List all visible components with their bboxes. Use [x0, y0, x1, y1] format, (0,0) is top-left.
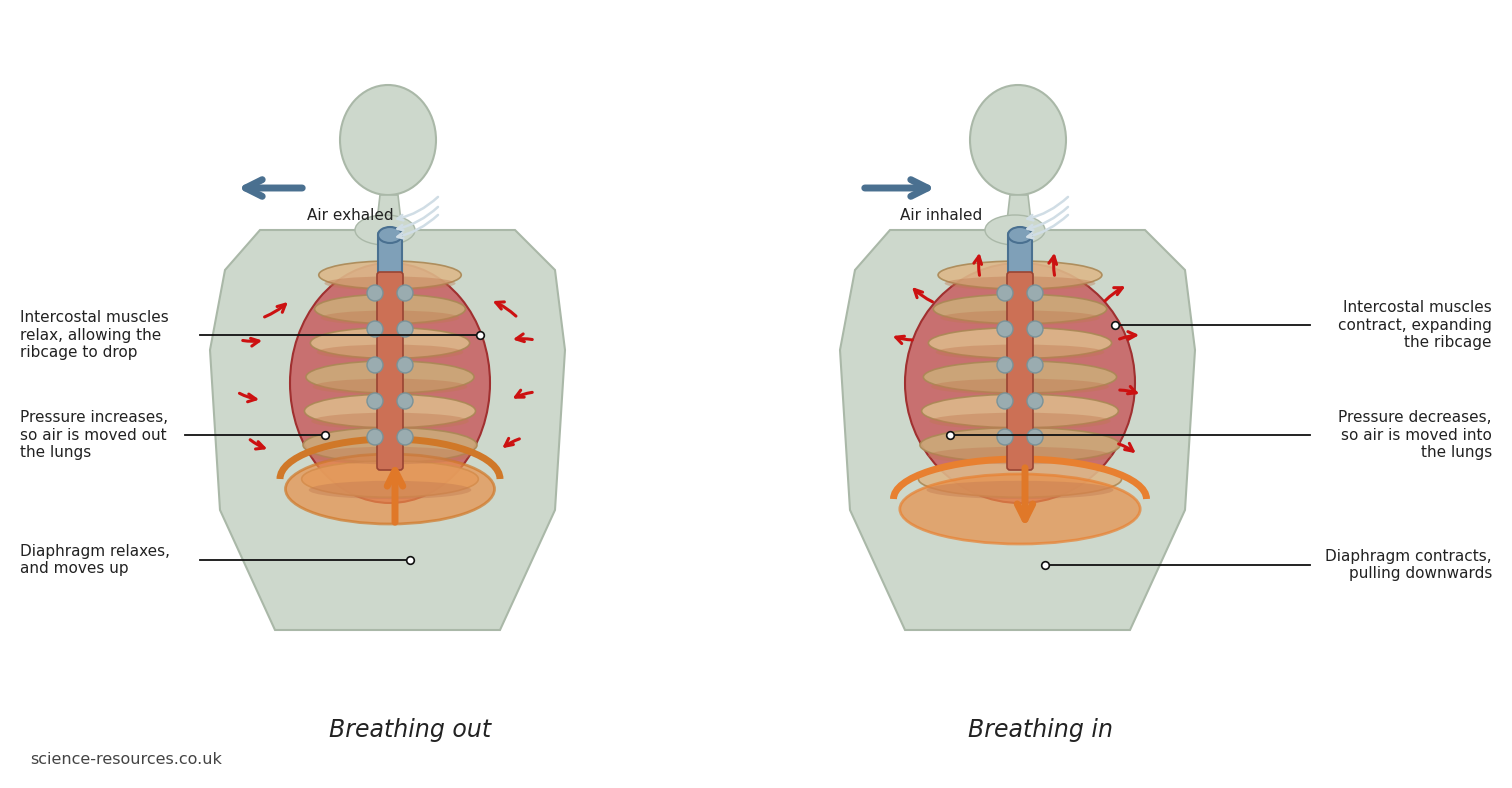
Ellipse shape	[340, 85, 435, 195]
Ellipse shape	[367, 429, 383, 445]
Ellipse shape	[918, 461, 1122, 497]
Ellipse shape	[398, 393, 413, 409]
Ellipse shape	[304, 394, 476, 428]
Ellipse shape	[367, 285, 383, 301]
Ellipse shape	[940, 310, 1099, 325]
Ellipse shape	[398, 321, 413, 337]
Ellipse shape	[367, 357, 383, 373]
Ellipse shape	[971, 85, 1066, 195]
Ellipse shape	[367, 321, 383, 337]
Ellipse shape	[311, 413, 469, 429]
Ellipse shape	[927, 481, 1113, 499]
Ellipse shape	[924, 361, 1116, 393]
FancyBboxPatch shape	[1009, 231, 1033, 339]
Ellipse shape	[1027, 357, 1043, 373]
Ellipse shape	[308, 481, 472, 499]
Ellipse shape	[398, 285, 413, 301]
Ellipse shape	[398, 429, 413, 445]
Text: Diaphragm relaxes,
and moves up: Diaphragm relaxes, and moves up	[20, 544, 169, 576]
Ellipse shape	[936, 344, 1104, 360]
Ellipse shape	[996, 321, 1013, 337]
Ellipse shape	[996, 357, 1013, 373]
Ellipse shape	[316, 344, 463, 360]
Ellipse shape	[355, 215, 414, 245]
Polygon shape	[376, 195, 402, 230]
Ellipse shape	[933, 294, 1107, 324]
Text: Intercostal muscles
contract, expanding
the ribcage: Intercostal muscles contract, expanding …	[1338, 300, 1492, 350]
Ellipse shape	[996, 429, 1013, 445]
Polygon shape	[1005, 195, 1033, 230]
Ellipse shape	[319, 261, 461, 289]
FancyBboxPatch shape	[376, 272, 404, 470]
Text: Breathing in: Breathing in	[968, 718, 1113, 742]
Ellipse shape	[1027, 285, 1043, 301]
Ellipse shape	[930, 413, 1110, 429]
Text: science-resources.co.uk: science-resources.co.uk	[30, 753, 222, 768]
Text: Intercostal muscles
relax, allowing the
ribcage to drop: Intercostal muscles relax, allowing the …	[20, 310, 169, 360]
Ellipse shape	[325, 277, 455, 291]
Text: Pressure decreases,
so air is moved into
the lungs: Pressure decreases, so air is moved into…	[1338, 410, 1492, 460]
Ellipse shape	[305, 361, 473, 393]
Polygon shape	[841, 230, 1194, 630]
Text: Pressure increases,
so air is moved out
the lungs: Pressure increases, so air is moved out …	[20, 410, 168, 460]
Ellipse shape	[313, 378, 467, 395]
Ellipse shape	[398, 357, 413, 373]
Text: Air exhaled: Air exhaled	[307, 207, 393, 222]
Ellipse shape	[321, 310, 460, 325]
Ellipse shape	[937, 261, 1102, 289]
Ellipse shape	[919, 428, 1120, 463]
Ellipse shape	[290, 263, 490, 503]
Ellipse shape	[367, 393, 383, 409]
Ellipse shape	[314, 294, 466, 324]
Ellipse shape	[928, 447, 1111, 464]
Ellipse shape	[931, 378, 1108, 395]
Ellipse shape	[378, 227, 402, 243]
Ellipse shape	[945, 277, 1095, 291]
FancyBboxPatch shape	[1007, 272, 1033, 470]
Ellipse shape	[302, 461, 478, 497]
Text: Air inhaled: Air inhaled	[900, 207, 983, 222]
Polygon shape	[210, 230, 565, 630]
Ellipse shape	[286, 454, 494, 524]
Ellipse shape	[302, 428, 476, 463]
Ellipse shape	[1027, 321, 1043, 337]
Ellipse shape	[996, 285, 1013, 301]
Ellipse shape	[1009, 227, 1033, 243]
Ellipse shape	[922, 394, 1119, 428]
Ellipse shape	[310, 447, 470, 464]
Ellipse shape	[928, 328, 1111, 359]
FancyBboxPatch shape	[378, 231, 402, 339]
Ellipse shape	[1027, 429, 1043, 445]
Text: Breathing out: Breathing out	[330, 718, 491, 742]
Ellipse shape	[1027, 393, 1043, 409]
Ellipse shape	[906, 263, 1136, 503]
Ellipse shape	[310, 328, 470, 359]
Text: Diaphragm contracts,
pulling downwards: Diaphragm contracts, pulling downwards	[1326, 548, 1492, 582]
Ellipse shape	[996, 393, 1013, 409]
Ellipse shape	[984, 215, 1045, 245]
Ellipse shape	[900, 474, 1140, 544]
